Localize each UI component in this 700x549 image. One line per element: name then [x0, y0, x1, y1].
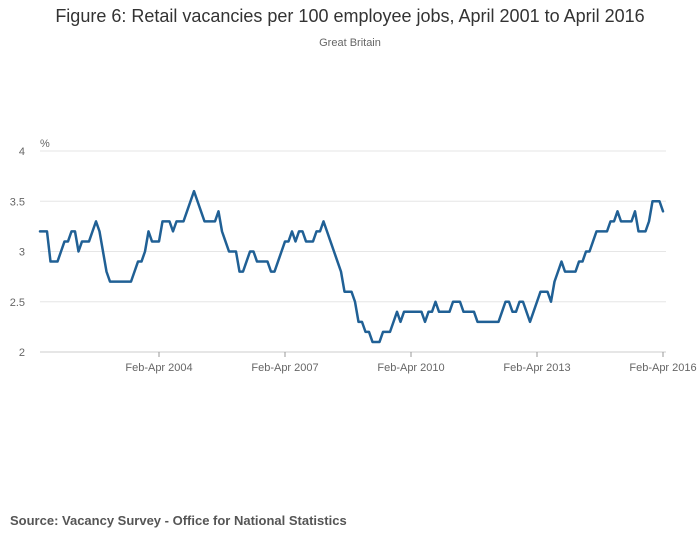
x-tick-label: Feb-Apr 2004 — [125, 362, 192, 374]
chart-subtitle: Great Britain — [319, 37, 381, 49]
x-tick-label: Feb-Apr 2016 — [629, 362, 696, 374]
series-group — [38, 189, 665, 344]
chart-title: Figure 6: Retail vacancies per 100 emplo… — [55, 6, 645, 26]
y-tick-label: 4 — [19, 146, 25, 158]
x-axis: Feb-Apr 2004 Feb-Apr 2007 Feb-Apr 2010 Feb-… — [40, 351, 697, 374]
y-tick-label: 2 — [19, 347, 25, 359]
line-chart: 22.533.54 Feb-Apr 2004 Feb-Apr 2007 Feb-Ap… — [10, 138, 697, 374]
gridlines — [40, 150, 666, 303]
y-axis-label: % — [40, 138, 50, 150]
y-axis: 2 2.5 3 3.5 4 — [10, 146, 25, 359]
x-tick-label: Feb-Apr 2013 — [503, 362, 570, 374]
series-line — [38, 189, 665, 344]
y-tick-label: 3 — [19, 247, 25, 259]
y-tick-label: 2.5 — [10, 297, 25, 309]
source-note: Source: Vacancy Survey - Office for Nati… — [10, 513, 347, 528]
y-tick-label: 3.5 — [10, 196, 25, 208]
x-tick-label: Feb-Apr 2007 — [251, 362, 318, 374]
x-tick-label: Feb-Apr 2010 — [377, 362, 444, 374]
